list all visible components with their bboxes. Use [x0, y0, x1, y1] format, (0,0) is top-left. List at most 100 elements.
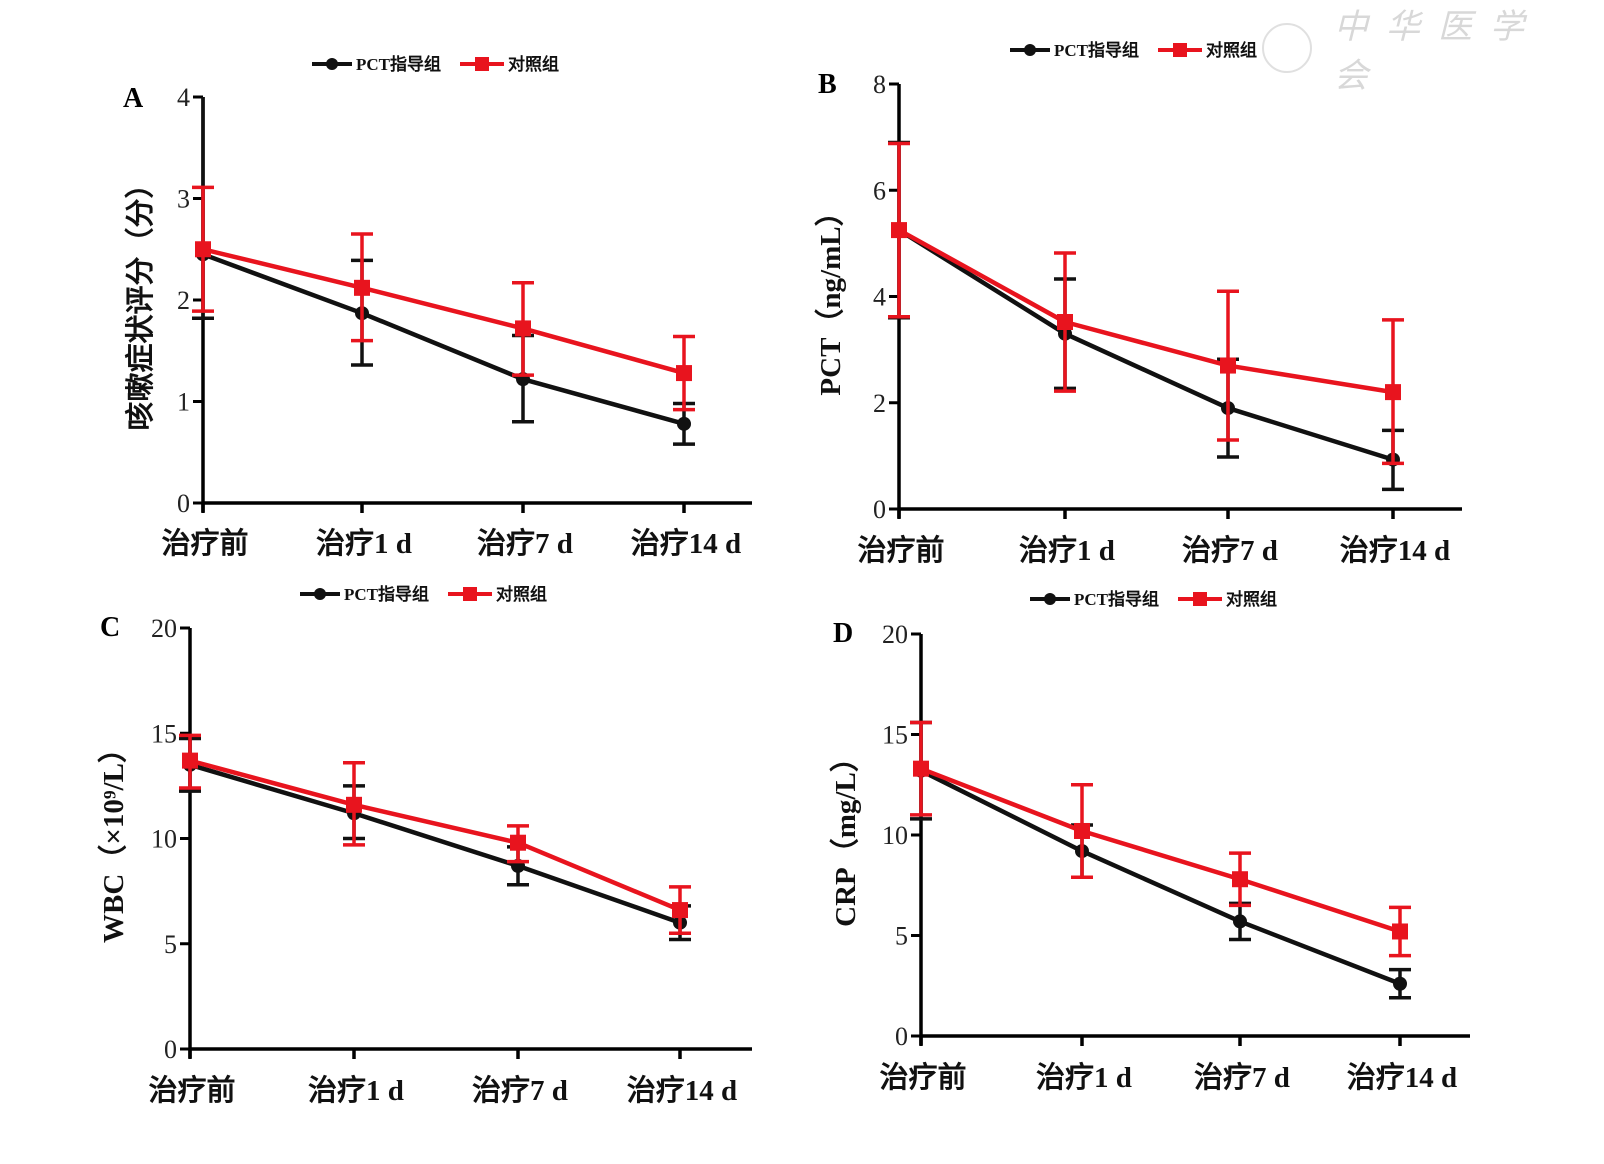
series-control [192, 185, 695, 412]
x-tick-label: 治疗7 d [1182, 533, 1278, 567]
legend-label-pct: PCT指导组 [1074, 589, 1159, 609]
y-tick-label: 0 [895, 1022, 908, 1051]
legend-marker-square-icon [475, 57, 489, 71]
panel-d: D PCT指导组 对照组 0 5 10 15 20 治疗前 治疗1 d 治疗7 d 治疗14 d CRP… [829, 589, 1470, 1094]
y-tick-label: 1 [177, 388, 190, 417]
x-tick-label: 治疗1 d [316, 526, 412, 560]
series-pct [910, 720, 1411, 1000]
x-tick-label: 治疗7 d [472, 1073, 568, 1107]
y-tick-label: 10 [151, 825, 177, 854]
x-tick-label: 治疗1 d [1036, 1060, 1132, 1094]
panel-letter: D [833, 618, 853, 649]
x-tick-label: 治疗7 d [477, 526, 573, 560]
legend-marker-circle-icon [326, 58, 338, 70]
data-point [1074, 822, 1090, 839]
y-axis-label: 咳嗽症状评分（分） [124, 169, 157, 430]
y-axis-label: CRP（mg/L） [829, 743, 862, 927]
watermark: 中华医学会 [1262, 7, 1582, 96]
data-point [182, 752, 198, 769]
seal-icon [1262, 23, 1312, 73]
panel-letter: B [818, 69, 837, 100]
y-tick-label: 4 [873, 283, 886, 312]
x-tick-label: 治疗前 [148, 1073, 235, 1107]
data-point [354, 279, 370, 296]
legend-label-pct: PCT指导组 [344, 584, 429, 604]
data-point [1393, 976, 1407, 991]
x-tick-label: 治疗14 d [1347, 1060, 1457, 1094]
x-tick-label: 治疗14 d [1340, 533, 1450, 567]
series-line [202, 247, 685, 376]
data-point [1385, 384, 1401, 401]
panel-b: B PCT指导组 对照组 0 2 4 6 8 治疗前 治疗1 d 治疗7 d 治疗14 d PCT（ng… [814, 40, 1462, 567]
data-point [1233, 914, 1247, 929]
data-point [891, 222, 907, 239]
legend-marker-square-icon [463, 587, 477, 601]
y-tick-label: 2 [873, 389, 886, 418]
legend-label-pct: PCT指导组 [1054, 40, 1139, 60]
panel-c: C PCT指导组 对照组 0 5 10 15 20 治疗前 治疗1 d 治疗7 d 治疗14 d WBC… [97, 584, 752, 1107]
legend-label-control: 对照组 [508, 54, 559, 74]
y-tick-label: 2 [177, 286, 190, 315]
legend-label-control: 对照组 [496, 584, 547, 604]
legend: PCT指导组 对照组 [300, 584, 547, 604]
x-tick-label: 治疗7 d [1194, 1060, 1290, 1094]
x-tick-label: 治疗1 d [308, 1073, 404, 1107]
y-tick-label: 4 [177, 83, 190, 112]
data-point [1392, 923, 1408, 940]
panel-letter: C [100, 612, 120, 643]
data-point [913, 760, 929, 777]
y-tick-label: 20 [151, 614, 177, 643]
x-tick-label: 治疗14 d [631, 526, 741, 560]
series-control [910, 720, 1411, 958]
legend-marker-square-icon [1193, 592, 1207, 606]
series-control [888, 141, 1404, 466]
x-tick-label: 治疗前 [161, 526, 248, 560]
series-line [189, 762, 681, 925]
data-point [672, 902, 688, 919]
data-point [346, 796, 362, 813]
series-pct [888, 140, 1404, 492]
legend-label-control: 对照组 [1206, 40, 1257, 60]
y-tick-label: 5 [164, 930, 177, 959]
legend: PCT指导组 对照组 [312, 54, 559, 74]
y-axis-label: PCT（ng/mL） [814, 197, 847, 395]
series-pct [192, 97, 695, 446]
x-tick-label: 治疗14 d [627, 1073, 737, 1107]
panel-a: A PCT指导组 对照组 0 1 2 3 4 治疗前 治疗1 d 治疗7 d 治疗14 d 咳嗽症状评分… [123, 54, 752, 560]
y-tick-label: 3 [177, 185, 190, 214]
legend: PCT指导组 对照组 [1030, 589, 1277, 609]
series-line [920, 766, 1401, 934]
panel-letter: A [123, 83, 144, 114]
data-point [1057, 314, 1073, 330]
data-point [510, 834, 526, 851]
legend-marker-circle-icon [1024, 44, 1036, 56]
data-point [515, 320, 531, 337]
legend-marker-square-icon [1173, 43, 1187, 57]
y-axis-label: WBC（×10⁹/L） [97, 734, 130, 943]
y-tick-label: 20 [882, 620, 908, 649]
y-tick-label: 10 [882, 821, 908, 850]
y-tick-label: 6 [873, 176, 886, 205]
y-tick-label: 0 [873, 495, 886, 524]
data-point [677, 416, 691, 431]
legend-marker-circle-icon [314, 588, 326, 600]
data-point [195, 241, 211, 258]
legend: PCT指导组 对照组 [1010, 40, 1257, 60]
series-control [179, 733, 691, 935]
data-point [1232, 871, 1248, 888]
watermark-text: 中华医学会 [1334, 7, 1542, 96]
series-line [919, 768, 1401, 986]
y-tick-label: 0 [164, 1035, 177, 1064]
data-point [676, 365, 692, 382]
series-pct [179, 736, 691, 942]
legend-marker-circle-icon [1044, 593, 1056, 605]
y-tick-label: 0 [177, 489, 190, 518]
y-tick-label: 15 [151, 719, 177, 748]
x-tick-label: 治疗前 [857, 533, 944, 567]
x-tick-label: 治疗前 [879, 1060, 966, 1094]
series-line [897, 228, 1394, 462]
legend-label-control: 对照组 [1226, 589, 1277, 609]
x-tick-label: 治疗1 d [1019, 533, 1115, 567]
legend-label-pct: PCT指导组 [356, 54, 441, 74]
